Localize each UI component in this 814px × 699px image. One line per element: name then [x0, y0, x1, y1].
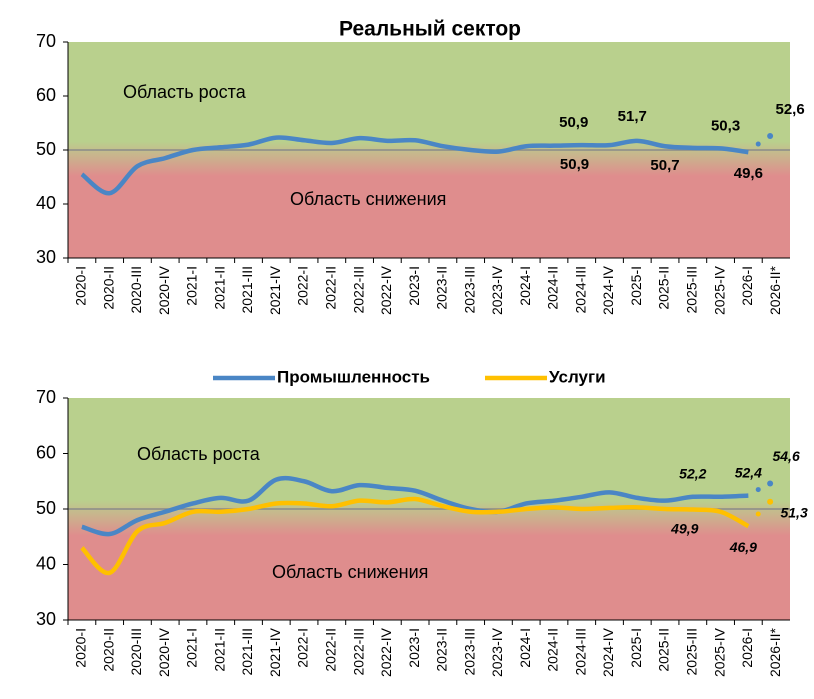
x-tick-label: 2022-II	[323, 266, 339, 310]
data-label: 52,4	[735, 464, 762, 480]
y-tick-label: 30	[36, 247, 56, 267]
x-tick-label: 2021-IV	[267, 265, 283, 315]
x-tick-label: 2024-IV	[600, 265, 616, 315]
x-tick-label: 2020-III	[128, 628, 144, 675]
x-tick-label: 2025-IV	[711, 265, 727, 315]
y-tick-label: 70	[36, 387, 56, 407]
data-label: 54,6	[772, 448, 799, 464]
data-label: 52,2	[679, 465, 706, 481]
x-tick-label: 2026-II*	[767, 627, 783, 677]
y-tick-label: 70	[36, 31, 56, 51]
x-tick-label: 2024-III	[572, 266, 588, 313]
x-tick-label: 2020-I	[73, 628, 89, 668]
x-tick-label: 2023-II	[434, 266, 450, 310]
y-tick-label: 60	[36, 85, 56, 105]
forecast-dot-connector	[755, 141, 761, 147]
x-tick-label: 2023-I	[406, 266, 422, 306]
x-tick-label: 2023-IV	[489, 265, 505, 315]
line-series	[80, 135, 749, 196]
x-tick-label: 2021-IV	[267, 627, 283, 677]
x-tick-label: 2023-I	[406, 628, 422, 668]
x-tick-label: 2025-II	[656, 266, 672, 310]
data-label: 49,9	[670, 520, 698, 536]
x-tick-label: 2021-II	[211, 266, 227, 310]
x-tick-label: 2020-II	[100, 628, 116, 672]
annotation: Область снижения	[290, 189, 446, 209]
y-tick-label: 50	[36, 139, 56, 159]
x-tick-label: 2022-IV	[378, 627, 394, 677]
data-label: 50,9	[559, 114, 588, 131]
data-label: 51,7	[618, 108, 647, 125]
x-tick-label: 2025-II	[656, 628, 672, 672]
x-tick-label: 2024-I	[517, 266, 533, 306]
line-series	[80, 496, 750, 576]
x-tick-label: 2025-I	[628, 628, 644, 668]
x-tick-label: 2023-IV	[489, 627, 505, 677]
y-tick-label: 60	[36, 442, 56, 462]
data-label: 50,9	[560, 156, 589, 173]
data-label: 49,6	[734, 165, 763, 182]
x-tick-label: 2024-I	[517, 628, 533, 668]
x-tick-label: 2025-III	[684, 628, 700, 675]
x-tick-label: 2026-I	[739, 628, 755, 668]
y-tick-label: 30	[36, 609, 56, 629]
legend-label: Промышленность	[277, 367, 430, 386]
x-tick-label: 2022-I	[295, 266, 311, 306]
forecast-dot-connector	[755, 487, 761, 493]
chart-title: Реальный сектор	[339, 18, 521, 41]
x-tick-label: 2024-IV	[600, 627, 616, 677]
x-tick-label: 2021-I	[184, 628, 200, 668]
data-label: 52,6	[776, 101, 805, 118]
annotation: Область снижения	[272, 562, 428, 582]
data-label: 46,9	[729, 539, 757, 555]
x-tick-label: 2022-III	[350, 628, 366, 675]
annotation: Область роста	[137, 444, 261, 464]
x-tick-label: 2025-III	[684, 266, 700, 313]
x-tick-label: 2021-III	[239, 628, 255, 675]
x-tick-label: 2025-I	[628, 266, 644, 306]
x-tick-label: 2021-III	[239, 266, 255, 313]
line-series	[81, 475, 749, 537]
x-tick-label: 2024-III	[572, 628, 588, 675]
forecast-point	[767, 132, 774, 139]
x-tick-label: 2022-III	[350, 266, 366, 313]
x-tick-label: 2020-I	[73, 266, 89, 306]
x-tick-label: 2020-II	[100, 266, 116, 310]
data-label: 51,3	[780, 504, 807, 520]
x-tick-label: 2022-I	[295, 628, 311, 668]
x-tick-label: 2021-I	[184, 266, 200, 306]
x-tick-label: 2021-II	[211, 628, 227, 672]
legend-label: Услуги	[549, 367, 606, 386]
x-tick-label: 2026-I	[739, 266, 755, 306]
forecast-point	[767, 498, 774, 505]
x-tick-label: 2020-IV	[156, 627, 172, 677]
x-tick-label: 2020-III	[128, 266, 144, 313]
forecast-point	[767, 480, 774, 487]
x-tick-label: 2025-IV	[711, 627, 727, 677]
y-tick-label: 50	[36, 498, 56, 518]
annotation: Область роста	[123, 82, 247, 102]
x-tick-label: 2022-II	[323, 628, 339, 672]
data-label: 50,7	[650, 157, 679, 174]
x-tick-label: 2022-IV	[378, 265, 394, 315]
y-tick-label: 40	[36, 553, 56, 573]
x-tick-label: 2023-III	[461, 266, 477, 313]
x-tick-label: 2026-II*	[767, 265, 783, 315]
x-tick-label: 2023-III	[461, 628, 477, 675]
data-label: 50,3	[711, 117, 740, 134]
forecast-dot-connector	[755, 511, 761, 517]
x-tick-label: 2024-II	[545, 628, 561, 672]
y-tick-label: 40	[36, 193, 56, 213]
x-tick-label: 2024-II	[545, 266, 561, 310]
x-tick-label: 2020-IV	[156, 265, 172, 315]
x-tick-label: 2023-II	[434, 628, 450, 672]
